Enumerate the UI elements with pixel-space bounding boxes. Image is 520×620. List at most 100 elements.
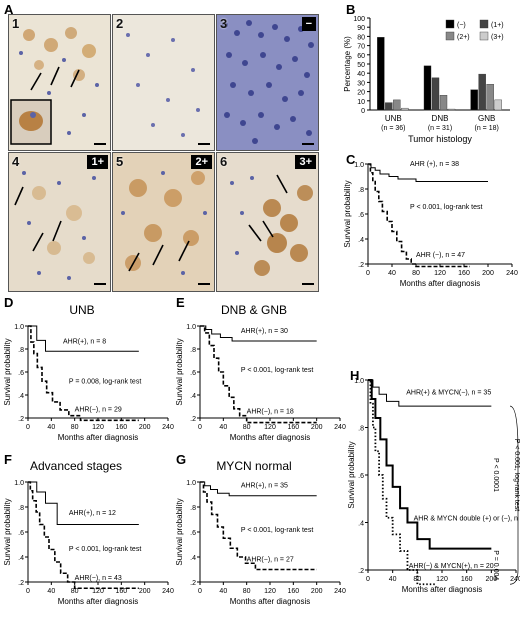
x-axis-label: Months after diagnosis: [230, 597, 311, 606]
x-tick-label: 120: [92, 588, 104, 595]
legend-label: (1+): [491, 22, 504, 29]
y-tick-label: 0: [361, 108, 365, 115]
y-tick-label: 60: [357, 53, 365, 60]
y-tick-label: .6: [190, 370, 196, 377]
x-tick-label: 160: [115, 588, 127, 595]
x-tick-label: 160: [287, 588, 299, 595]
y-tick-label: .6: [358, 473, 364, 480]
y-tick-label: .4: [358, 237, 364, 244]
x-tick-label: 240: [506, 270, 518, 277]
y-tick-label: 1.0: [354, 378, 364, 385]
survival-curve: [28, 325, 139, 422]
annotation-overall: P < 0.001, log-rank test: [513, 439, 520, 511]
x-tick-label: 120: [264, 424, 276, 431]
y-tick-label: 1.0: [14, 324, 24, 331]
legend-swatch: [445, 19, 455, 29]
chart-title: MYCN normal: [216, 459, 291, 473]
chart-title: DNB & GNB: [221, 303, 287, 317]
curve-label: AHR(+), n = 35: [241, 483, 288, 490]
micrograph-3-number: 3: [220, 16, 228, 31]
y-tick-label: 1.0: [354, 162, 364, 169]
curve-label: AHR(+), n = 8: [63, 339, 106, 346]
survival-curve: [28, 481, 139, 525]
y-tick-label: .2: [18, 416, 24, 423]
x-tick-label: 240: [334, 424, 346, 431]
survival-curve: [28, 325, 139, 352]
bar: [470, 89, 478, 111]
curve-label: AHR(−), n = 27: [247, 556, 294, 563]
y-tick-label: .8: [18, 347, 24, 354]
x-tick-label: 40: [47, 588, 55, 595]
x-tick-label: 0: [366, 576, 370, 583]
legend-swatch: [445, 31, 455, 41]
survival-curve: [368, 163, 470, 268]
x-tick-label: 40: [388, 270, 396, 277]
km-chart-f: 0 40 80 120 160 200 240 .2 .4 .6 .8 1.0 Months after…: [3, 459, 174, 606]
panel-label-h: H: [350, 368, 360, 383]
micrograph-4-score-badge: 1+: [87, 155, 108, 169]
panel-label-f: F: [4, 452, 12, 467]
y-tick-label: 40: [357, 71, 365, 78]
y-tick-label: .6: [358, 212, 364, 219]
x-tick-label: 0: [26, 588, 30, 595]
annotation: P < 0.001, log-rank test: [241, 527, 313, 534]
y-tick-label: 10: [357, 99, 365, 106]
y-tick-label: .8: [358, 187, 364, 194]
x-tick-label: 160: [458, 270, 470, 277]
y-axis-label: Percentage (%): [343, 36, 352, 92]
legend-label: (3+): [491, 34, 504, 41]
x-axis-label: Months after diagnosis: [402, 585, 483, 594]
annotation-third: P = 0.004: [492, 550, 499, 580]
annotation-second: P < 0.0001: [492, 458, 499, 492]
legend-label: (−): [457, 22, 466, 29]
x-tick-label: 200: [311, 424, 323, 431]
y-tick-label: 80: [357, 34, 365, 41]
km-chart-d: 0 40 80 120 160 200 240 .2 .4 .6 .8 1.0 Months after…: [3, 303, 174, 442]
y-tick-label: 100: [353, 16, 365, 23]
y-axis-label: Survival probability: [3, 338, 12, 405]
bar: [494, 99, 502, 111]
x-tick-label: 120: [434, 270, 446, 277]
x-axis-label: Months after diagnosis: [230, 433, 311, 442]
x-tick-label: 240: [162, 424, 174, 431]
km-chart-e: 0 40 80 120 160 200 240 .2 .4 .6 .8 1.0 Months after…: [175, 303, 346, 442]
curve-label: AHR(−) & MYCN(+), n = 20: [409, 563, 494, 570]
bar-chart-histology: 0 10 20 30 40 50 60 70 80 90 100 Percentage (%) UNB (…: [343, 16, 510, 144]
y-tick-label: .6: [18, 530, 24, 537]
y-tick-label: 30: [357, 80, 365, 87]
y-tick-label: 20: [357, 90, 365, 97]
x-tick-label: 80: [412, 270, 420, 277]
panel-label-e: E: [176, 295, 185, 310]
y-tick-label: .8: [358, 426, 364, 433]
micrograph-5-texture: [113, 153, 214, 291]
x-axis-label: Tumor histology: [408, 134, 472, 144]
micrograph-3: 3 −: [216, 14, 319, 151]
micrograph-4-number: 4: [12, 154, 20, 169]
y-tick-label: 50: [357, 62, 365, 69]
category-note: (n = 31): [428, 125, 452, 132]
y-tick-label: .6: [190, 530, 196, 537]
bar: [486, 84, 494, 111]
x-tick-label: 80: [243, 588, 251, 595]
y-tick-label: .8: [190, 347, 196, 354]
legend-swatch: [479, 19, 489, 29]
survival-curve: [200, 325, 317, 342]
micrograph-4: 4 1+: [8, 152, 111, 292]
bar: [478, 73, 486, 111]
x-tick-label: 200: [482, 270, 494, 277]
x-tick-label: 120: [436, 576, 448, 583]
x-tick-label: 200: [139, 424, 151, 431]
x-tick-label: 120: [264, 588, 276, 595]
x-tick-label: 0: [26, 424, 30, 431]
bar: [385, 102, 393, 111]
x-tick-label: 0: [198, 424, 202, 431]
y-tick-label: 70: [357, 44, 365, 51]
micrograph-2-number: 2: [116, 16, 124, 31]
survival-curve: [368, 379, 436, 586]
x-tick-label: 240: [510, 576, 520, 583]
x-axis-label: Months after diagnosis: [400, 279, 481, 288]
chart-title: Advanced stages: [30, 459, 122, 473]
y-tick-label: .6: [18, 370, 24, 377]
micrograph-1-number: 1: [12, 16, 20, 31]
